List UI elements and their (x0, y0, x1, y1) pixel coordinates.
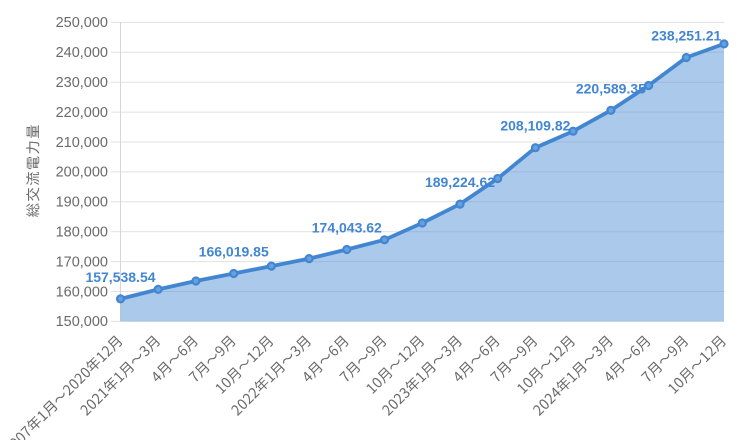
svg-text:189,224.62: 189,224.62 (425, 174, 495, 190)
svg-text:210,000: 210,000 (56, 135, 108, 151)
svg-text:220,000: 220,000 (56, 105, 108, 121)
svg-text:157,538.54: 157,538.54 (85, 269, 155, 285)
svg-text:208,109.82: 208,109.82 (500, 118, 570, 134)
svg-text:166,019.85: 166,019.85 (199, 244, 269, 260)
svg-text:150,000: 150,000 (56, 314, 108, 330)
svg-text:220,589.35: 220,589.35 (576, 80, 646, 96)
svg-text:250,000: 250,000 (56, 15, 108, 31)
svg-text:160,000: 160,000 (56, 284, 108, 300)
svg-text:190,000: 190,000 (56, 195, 108, 211)
svg-text:238,251.21: 238,251.21 (651, 28, 721, 44)
svg-text:174,043.62: 174,043.62 (312, 220, 382, 236)
svg-text:200,000: 200,000 (56, 165, 108, 181)
svg-text:170,000: 170,000 (56, 254, 108, 270)
svg-text:240,000: 240,000 (56, 45, 108, 61)
svg-text:230,000: 230,000 (56, 75, 108, 91)
svg-text:180,000: 180,000 (56, 225, 108, 241)
